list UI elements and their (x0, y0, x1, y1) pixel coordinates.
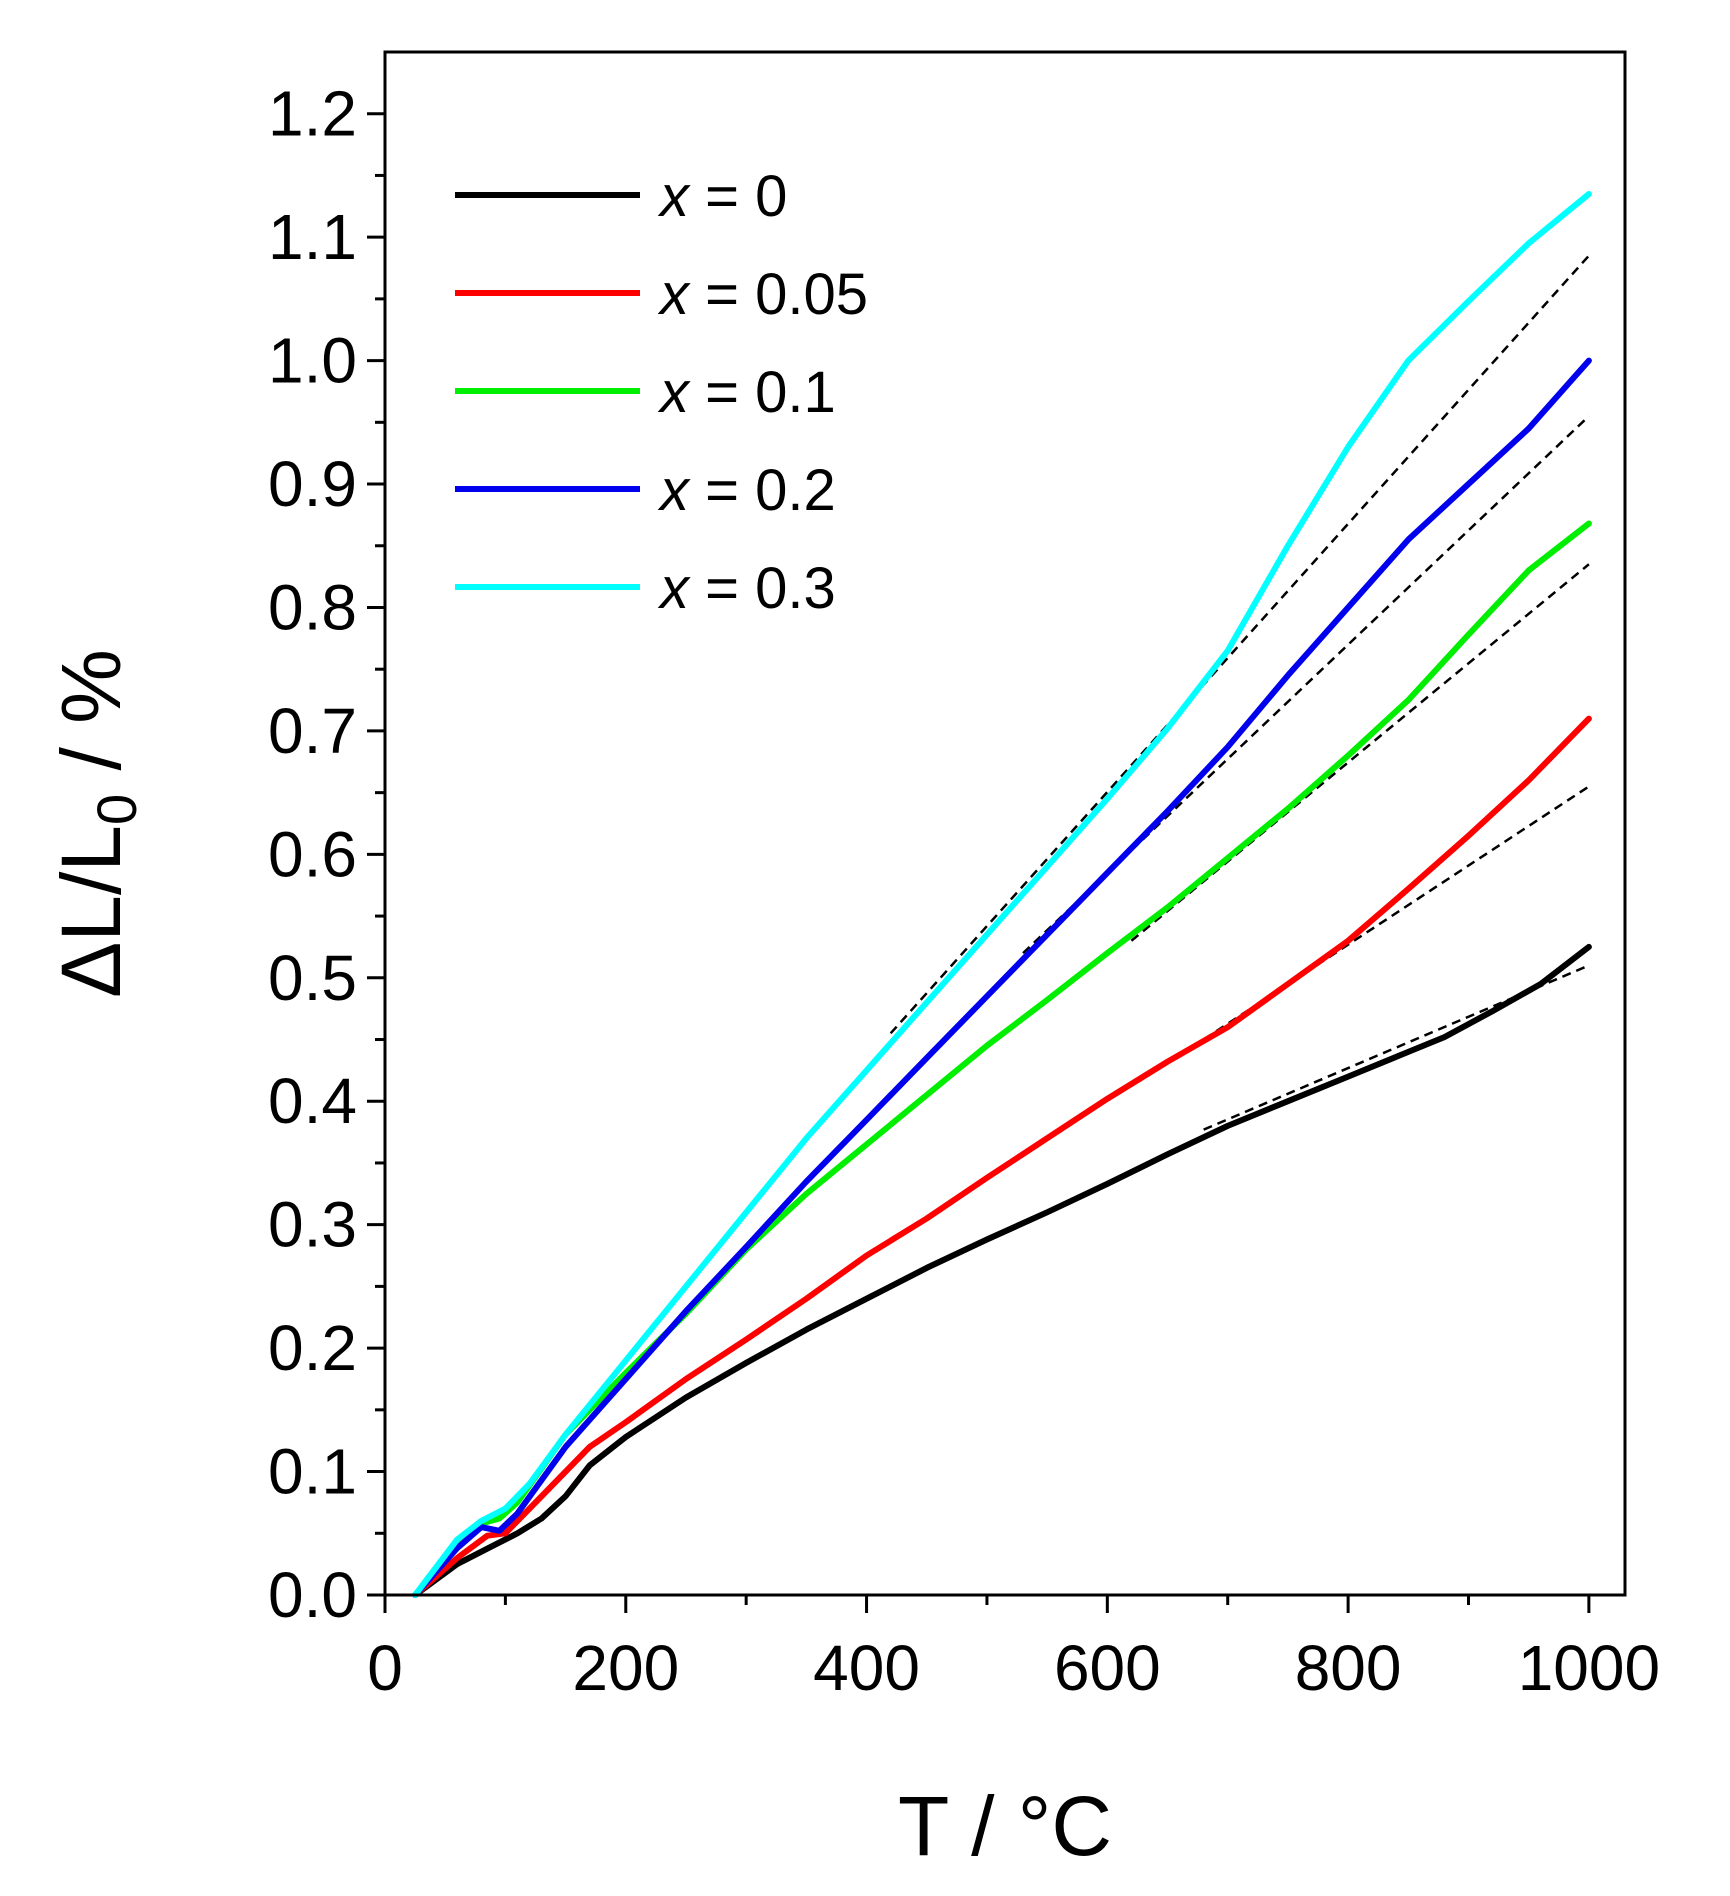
legend-label: x = 0 (657, 164, 787, 229)
plot-frame (383, 50, 1627, 1597)
y-axis-title: ΔL/L0 / % (44, 649, 148, 998)
series-line (412, 520, 1592, 1598)
legend-label: x = 0.05 (657, 262, 868, 327)
x-axis-ticks: 0 200 400 600 800 1000 (367, 1595, 1660, 1704)
x-tick-label: 200 (572, 1632, 679, 1704)
legend-value: = 0 (689, 164, 787, 229)
y-axis-title-main: ΔL/L (44, 825, 138, 998)
legend-var: x (657, 360, 691, 425)
legend-value: = 0.05 (689, 262, 868, 327)
y-tick-label: 0.0 (268, 1559, 357, 1631)
legend-value: = 0.1 (689, 360, 836, 425)
legend-label: x = 0.2 (657, 458, 836, 523)
series-line (412, 715, 1592, 1598)
y-tick-label: 0.7 (268, 695, 357, 767)
y-axis-ticks: 0.0 0.1 0.2 0.3 0.4 0.5 0.6 0.7 0.8 0.9 1.0 1.1 1.2 (268, 78, 385, 1631)
legend-value: = 0.2 (689, 458, 836, 523)
y-tick-label: 0.8 (268, 571, 357, 643)
legend-label: x = 0.1 (657, 360, 836, 425)
y-tick-label: 0.6 (268, 818, 357, 890)
fit-line (889, 254, 1590, 1035)
fit-lines-group (889, 254, 1590, 1131)
legend-var: x (657, 458, 691, 523)
legend-var: x (657, 164, 691, 229)
series-group (412, 191, 1592, 1598)
y-axis-title-unit: / % (44, 649, 138, 794)
y-tick-label: 0.4 (268, 1065, 357, 1137)
series-line (412, 191, 1592, 1598)
legend-label: x = 0.3 (657, 556, 836, 621)
x-tick-label: 400 (813, 1632, 920, 1704)
x-tick-label: 600 (1054, 1632, 1161, 1704)
y-tick-label: 0.3 (268, 1189, 357, 1261)
y-tick-label: 1.0 (268, 325, 357, 397)
fit-line (1022, 415, 1590, 955)
series-line (412, 943, 1592, 1598)
x-axis-title: T / °C (898, 1779, 1112, 1873)
y-tick-label: 0.9 (268, 448, 357, 520)
y-axis-title-subscript: 0 (85, 794, 148, 825)
y-tick-label: 0.2 (268, 1312, 357, 1384)
legend-var: x (657, 556, 691, 621)
x-tick-label: 800 (1295, 1632, 1402, 1704)
y-tick-label: 0.5 (268, 942, 357, 1014)
y-tick-label: 1.1 (268, 201, 357, 273)
x-tick-label: 1000 (1518, 1632, 1660, 1704)
y-tick-label: 0.1 (268, 1436, 357, 1508)
x-tick-label: 0 (367, 1632, 403, 1704)
series-line (412, 357, 1592, 1598)
legend-value: = 0.3 (689, 556, 836, 621)
legend: x = 0x = 0.05x = 0.1x = 0.2x = 0.3 (455, 164, 868, 621)
y-tick-label: 1.2 (268, 78, 357, 150)
legend-var: x (657, 262, 691, 327)
